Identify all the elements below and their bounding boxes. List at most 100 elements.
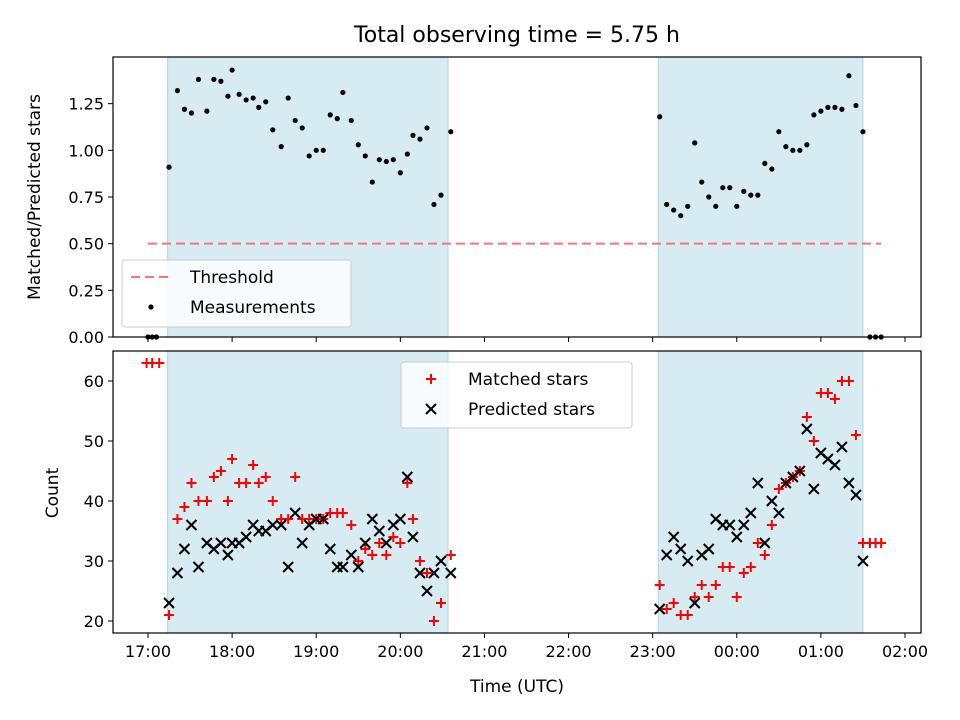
data-point — [836, 441, 848, 453]
data-point — [380, 537, 393, 549]
data-point — [337, 561, 349, 573]
x-tick-label: 20:00 — [377, 642, 423, 661]
data-point — [369, 179, 375, 185]
data-point — [388, 532, 399, 542]
data-point — [850, 489, 862, 501]
data-point — [215, 466, 226, 476]
bottom-y-axis-label: Count — [43, 467, 63, 518]
data-point — [204, 108, 210, 114]
data-point — [682, 555, 694, 567]
data-point — [783, 144, 789, 150]
data-point — [738, 568, 749, 578]
x-tick-label: 21:00 — [461, 642, 507, 661]
data-point — [846, 73, 852, 79]
data-point — [839, 106, 845, 112]
data-point — [667, 531, 680, 543]
data-point — [240, 531, 252, 543]
data-point — [657, 114, 663, 120]
data-point — [353, 556, 364, 566]
data-point — [340, 89, 346, 96]
data-point — [374, 538, 385, 548]
data-point — [745, 562, 756, 572]
data-point — [738, 519, 750, 531]
y-tick-label: 40 — [84, 492, 104, 511]
data-point — [421, 585, 433, 597]
data-point — [362, 153, 368, 159]
data-point — [857, 555, 869, 567]
data-point — [811, 112, 817, 118]
data-point — [720, 185, 726, 191]
data-point — [731, 592, 742, 602]
data-point — [435, 598, 446, 608]
data-point — [404, 151, 410, 157]
legend-label: Predicted stars — [468, 400, 595, 420]
data-point — [243, 97, 249, 103]
data-point — [696, 580, 707, 590]
data-point — [267, 496, 278, 506]
data-point — [250, 95, 256, 101]
legend-box — [121, 259, 352, 328]
legend-predicted-swatch — [425, 403, 437, 415]
data-point — [313, 147, 319, 153]
data-point — [731, 531, 743, 543]
data-point — [752, 477, 764, 489]
data-point — [253, 478, 264, 488]
y-tick-label: 0.00 — [68, 328, 104, 347]
data-point — [766, 520, 777, 530]
data-point — [360, 544, 371, 554]
legend-label: Measurements — [190, 298, 316, 318]
data-point — [225, 93, 231, 99]
data-point — [678, 213, 684, 219]
data-point — [290, 472, 301, 482]
data-point — [759, 550, 770, 560]
data-point — [299, 125, 305, 131]
y-tick-label: 1.00 — [68, 141, 104, 160]
data-point — [178, 543, 191, 555]
data-point — [208, 472, 219, 482]
data-point — [166, 164, 172, 170]
data-point — [860, 129, 866, 135]
data-point — [211, 76, 217, 82]
data-point — [352, 561, 364, 573]
data-point — [401, 471, 414, 483]
data-point — [664, 201, 670, 208]
data-point — [773, 484, 784, 494]
data-point — [794, 465, 806, 477]
data-point — [818, 108, 824, 114]
data-point — [185, 519, 198, 531]
y-tick-label: 30 — [84, 552, 104, 571]
data-point — [773, 507, 785, 519]
data-point — [263, 99, 269, 105]
data-point — [668, 598, 679, 608]
legend-label: Threshold — [189, 268, 274, 288]
data-point — [201, 496, 212, 506]
data-point — [186, 478, 197, 488]
data-point — [383, 158, 389, 165]
series-measurements — [145, 67, 884, 340]
data-point — [832, 104, 838, 110]
chart-title: Total observing time = 5.75 h — [353, 23, 680, 48]
data-point — [685, 203, 691, 209]
data-point — [797, 147, 803, 153]
data-point — [710, 580, 721, 590]
data-point — [671, 207, 677, 213]
data-point — [741, 188, 747, 194]
data-point — [395, 538, 406, 548]
data-point — [348, 117, 354, 124]
data-point — [428, 567, 440, 579]
data-point — [776, 129, 782, 135]
data-point — [769, 166, 775, 172]
data-point — [724, 519, 736, 531]
data-point — [801, 423, 813, 435]
data-point — [296, 537, 308, 549]
data-point — [843, 477, 855, 489]
data-point — [172, 514, 183, 524]
data-point — [381, 550, 392, 560]
data-point — [390, 157, 396, 163]
data-point — [345, 549, 357, 561]
top-panel: 0.00 0.25 0.50 0.75 1.00 1.25 — [68, 56, 922, 347]
y-tick-label: 0.50 — [68, 235, 104, 254]
top-y-axis-label: Matched/Predicted stars — [25, 94, 45, 300]
data-point — [278, 144, 284, 150]
legend-label: Matched stars — [468, 370, 588, 390]
